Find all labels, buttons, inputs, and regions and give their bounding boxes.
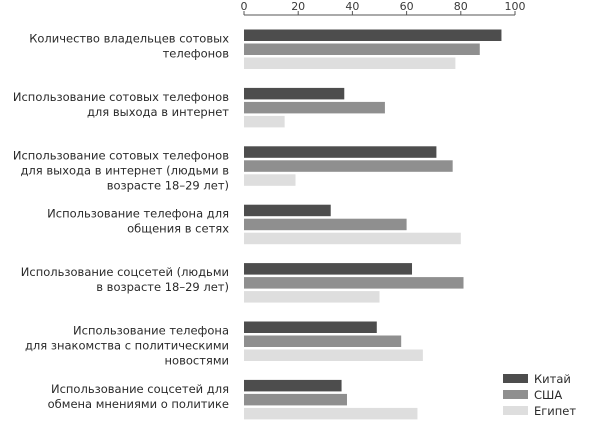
bar-usa [244,101,385,114]
category-label: Использование соцсетей (людьми в возрасте… [21,265,229,294]
bar-egypt [244,174,296,186]
bar-egypt [244,57,456,69]
category-label: Использование телефона для знакомства с п… [25,324,229,368]
x-tick-label: 40 [345,0,359,13]
bar-usa [244,277,464,289]
x-tick-label: 100 [505,0,526,13]
legend-label-egypt: Египет [534,404,576,418]
bar-china [244,263,413,275]
category-labels: Количество владельцев сотовых телефонов Ис… [13,32,229,411]
legend-swatch-egypt [503,406,528,415]
category-label: Использование сотовых телефонов для выход… [13,90,229,119]
bar-china [244,204,331,217]
bar-usa [244,218,407,231]
bar-usa [244,393,347,406]
bar-china [244,321,377,333]
category-label: Количество владельцев сотовых телефонов [29,32,229,61]
bar-egypt [244,407,418,420]
bar-usa [244,160,453,172]
bar-china [244,146,437,158]
bars [244,29,502,420]
x-tick-label: 20 [291,0,305,13]
x-tick-label: 60 [400,0,414,13]
bar-china [244,29,502,41]
bar-egypt [244,291,380,303]
category-label: Использование соцсетей для обмена мнениям… [48,382,229,411]
bar-usa [244,335,402,347]
bar-egypt [244,349,423,361]
legend-label-china: Китай [534,372,571,386]
bar-egypt [244,115,285,128]
category-label: Использование сотовых телефонов для выход… [13,148,229,192]
legend-swatch-china [503,374,528,383]
x-axis: 0 20 40 60 80 100 [241,0,526,16]
legend-swatch-usa [503,390,528,399]
x-tick-label: 80 [454,0,468,13]
bar-china [244,379,342,392]
bar-usa [244,43,480,55]
bar-egypt [244,232,461,245]
legend: Китай США Египет [503,372,576,418]
bar-china [244,87,345,100]
x-tick-label: 0 [241,0,248,13]
legend-label-usa: США [534,388,562,402]
category-label: Использование телефона для общения в сетя… [47,207,229,236]
